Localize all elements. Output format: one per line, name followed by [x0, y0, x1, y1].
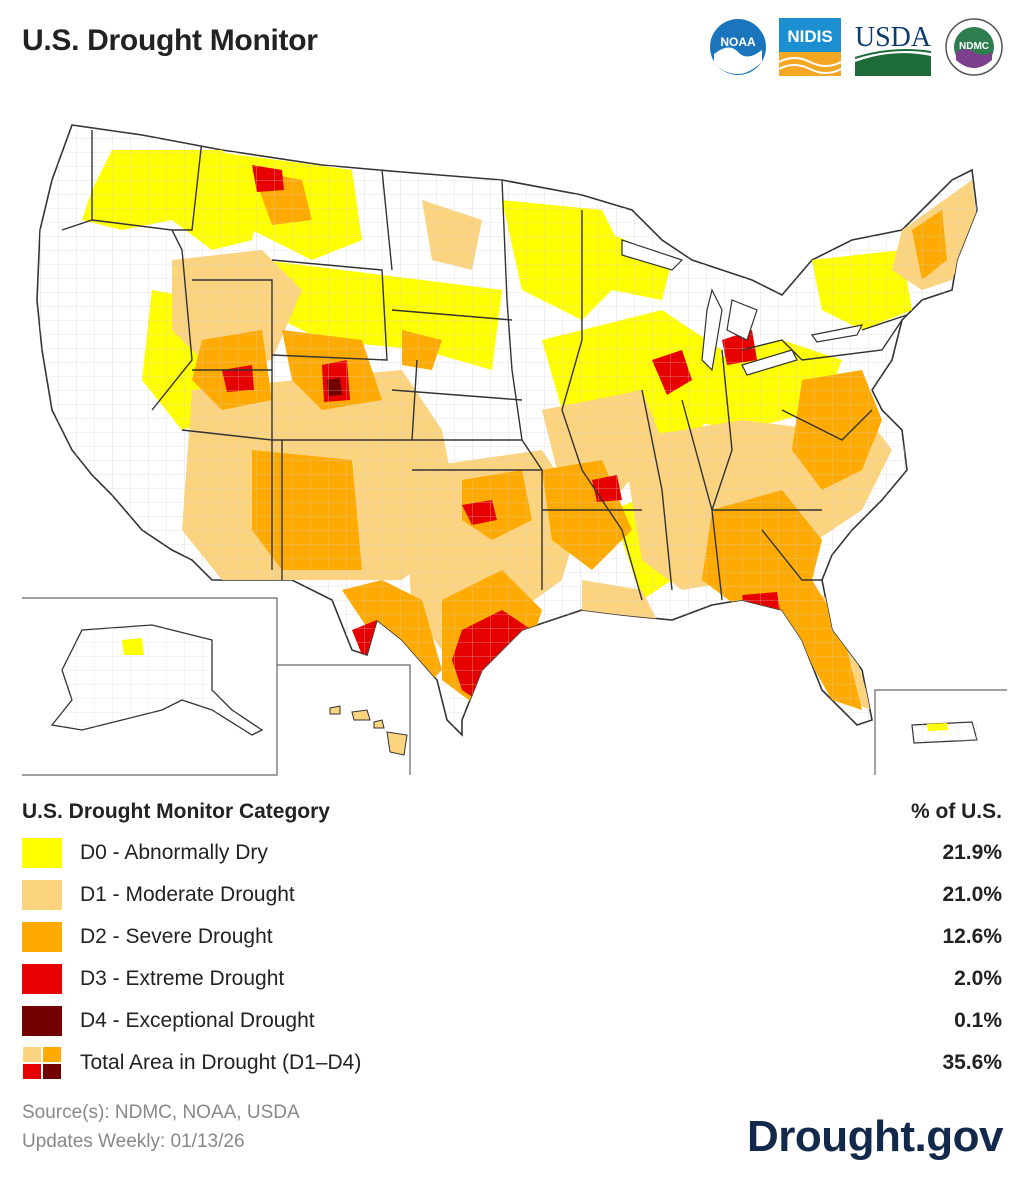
legend-row-d4: D4 - Exceptional Drought 0.1% — [22, 1000, 1002, 1042]
legend-label: D3 - Extreme Drought — [80, 967, 285, 990]
legend-row-d3: D3 - Extreme Drought 2.0% — [22, 958, 1002, 1000]
legend-swatch-d2 — [22, 922, 62, 952]
drought-gov-brand[interactable]: Drought.gov — [746, 1112, 1004, 1161]
legend-swatch-d3 — [22, 964, 62, 994]
partner-logos: NOAA NIDIS USDA NDMC — [709, 16, 1003, 82]
legend-pct: 12.6% — [942, 925, 1002, 948]
legend-swatch-d4 — [22, 1006, 62, 1036]
legend-total-pct: 35.6% — [942, 1051, 1002, 1074]
legend-pct: 21.9% — [942, 841, 1002, 864]
legend-row-d1: D1 - Moderate Drought 21.0% — [22, 874, 1002, 916]
sources-text: Source(s): NDMC, NOAA, USDA — [22, 1102, 300, 1123]
legend-swatch-d0 — [22, 838, 62, 868]
legend-pct: 2.0% — [954, 967, 1002, 990]
legend-row-d0: D0 - Abnormally Dry 21.9% — [22, 832, 1002, 874]
legend-pct: 0.1% — [954, 1009, 1002, 1032]
legend-label: D1 - Moderate Drought — [80, 883, 295, 906]
state-borders — [61, 130, 923, 601]
legend: U.S. Drought Monitor Category % of U.S. … — [22, 800, 1002, 1084]
drought-map — [22, 110, 1007, 780]
legend-swatch-d1 — [22, 880, 62, 910]
ndmc-logo[interactable]: NDMC — [945, 17, 1003, 81]
legend-row-d2: D2 - Severe Drought 12.6% — [22, 916, 1002, 958]
legend-pct: 21.0% — [942, 883, 1002, 906]
noaa-logo-text: NOAA — [720, 35, 756, 49]
great-lakes — [621, 239, 864, 376]
noaa-logo[interactable]: NOAA — [709, 18, 767, 81]
legend-header: U.S. Drought Monitor Category % of U.S. — [22, 800, 1002, 832]
total-drought-swatch — [22, 1046, 62, 1080]
page-title: U.S. Drought Monitor — [22, 24, 318, 57]
legend-row-total: Total Area in Drought (D1–D4) 35.6% — [22, 1042, 1002, 1084]
legend-label: D0 - Abnormally Dry — [80, 841, 268, 864]
alaska-inset — [22, 597, 278, 776]
nidis-logo-text: NIDIS — [787, 27, 832, 46]
legend-label: D4 - Exceptional Drought — [80, 1009, 315, 1032]
usda-logo[interactable]: USDA — [853, 18, 933, 81]
legend-heading: U.S. Drought Monitor Category — [22, 800, 330, 823]
hawaii-inset — [277, 664, 411, 775]
nidis-logo[interactable]: NIDIS — [778, 17, 842, 81]
footer: Source(s): NDMC, NOAA, USDA Updates Week… — [22, 1098, 300, 1156]
puerto-rico-inset — [874, 689, 1007, 775]
usda-logo-text: USDA — [855, 22, 932, 53]
ndmc-logo-text: NDMC — [959, 41, 989, 52]
updates-text: Updates Weekly: 01/13/26 — [22, 1131, 245, 1152]
legend-pct-heading: % of U.S. — [910, 800, 1002, 823]
legend-label: D2 - Severe Drought — [80, 925, 273, 948]
legend-total-label: Total Area in Drought (D1–D4) — [80, 1051, 362, 1074]
